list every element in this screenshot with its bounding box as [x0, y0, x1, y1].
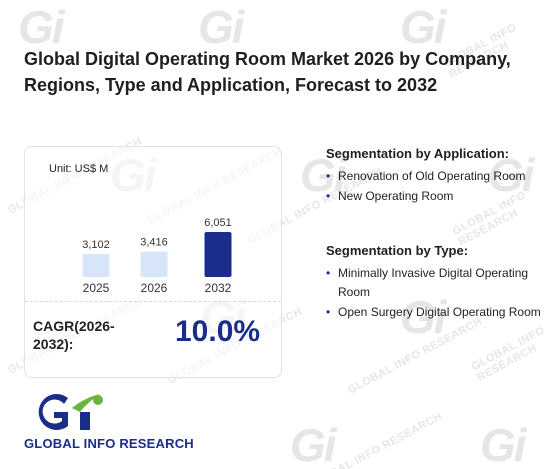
watermark-logo: Gi [480, 419, 527, 469]
list-item-label: New Operating Room [338, 189, 454, 203]
list-item-label: Open Surgery Digital Operating Room [338, 305, 541, 319]
page-title: Global Digital Operating Room Market 202… [24, 49, 511, 95]
bar-chart: 3,102 2025 3,416 2026 6,051 2032 [82, 217, 232, 295]
brand-name: GLOBAL INFO RESEARCH [24, 436, 194, 451]
bullet-icon: • [326, 169, 331, 183]
list-item: • New Operating Room [326, 187, 546, 206]
list-item: • Open Surgery Digital Operating Room [326, 303, 546, 322]
category-label-2025: 2025 [83, 281, 110, 295]
bullet-icon: • [326, 189, 331, 203]
gi-logo-icon [38, 394, 103, 430]
bar-2032 [204, 232, 232, 277]
data-label-2032: 6,051 [204, 217, 232, 229]
list-item-label: Minimally Invasive Digital Operating Roo… [338, 266, 529, 299]
watermark-logo: Gi [290, 419, 337, 469]
list-item: • Minimally Invasive Digital Operating Ro… [326, 264, 546, 302]
segmentation-type-title: Segmentation by Type: [326, 243, 469, 258]
category-label-2026: 2026 [141, 281, 168, 295]
watermark-text: GLOBAL INFO RESEARCH [345, 315, 485, 397]
bullet-icon: • [326, 305, 331, 319]
bar-2025 [82, 253, 110, 277]
segmentation-application-list: • Renovation of Old Operating Room • New O… [326, 167, 546, 206]
list-item-label: Renovation of Old Operating Room [338, 169, 526, 183]
watermark-text: GLOBAL INFO RESEARCH [469, 324, 547, 384]
cagr-value: 10.0% [175, 315, 261, 348]
brand-logo: GLOBAL INFO RESEARCH [24, 388, 204, 458]
watermark-text: GLOBAL INFO RESEARCH [305, 410, 445, 469]
list-item: • Renovation of Old Operating Room [326, 167, 546, 186]
data-label-2025: 3,102 [82, 239, 110, 251]
market-size-card: Unit: US$ M 3,102 2025 3,416 2026 6,051 2032 … [24, 146, 282, 378]
bar-2026 [140, 251, 168, 277]
segmentation-type-list: • Minimally Invasive Digital Operating Ro… [326, 264, 546, 322]
unit-label: Unit: US$ M [49, 163, 109, 175]
segmentation-type: Segmentation by Type: • Minimally Invasiv… [326, 243, 546, 323]
data-label-2026: 3,416 [140, 237, 168, 249]
cagr-label: CAGR(2026-2032): [33, 318, 115, 352]
bullet-icon: • [326, 266, 331, 280]
category-label-2032: 2032 [205, 281, 232, 295]
segmentation-application: Segmentation by Application: • Renovation… [326, 146, 546, 207]
divider [25, 301, 281, 302]
segmentation-application-title: Segmentation by Application: [326, 146, 509, 161]
